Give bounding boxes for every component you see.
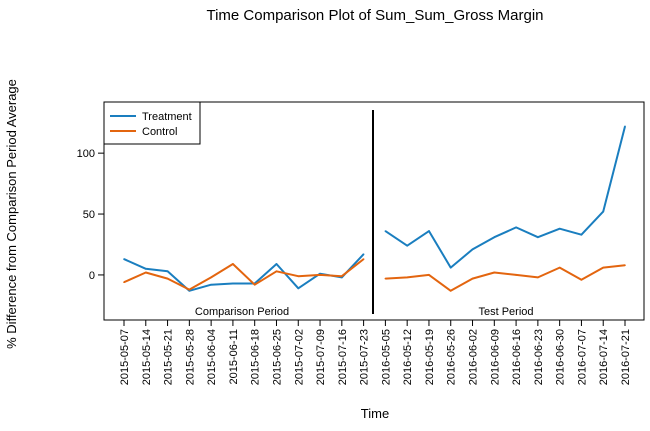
- data-point-control: [297, 275, 300, 277]
- x-tick-label: 2015-07-09: [315, 329, 327, 385]
- data-point-treatment: [537, 236, 539, 238]
- series-line-control-comparison: [123, 258, 365, 291]
- x-tick-label: 2016-06-16: [511, 329, 523, 385]
- legend-label-control: Control: [142, 126, 177, 138]
- x-tick-label: 2016-07-07: [576, 329, 588, 385]
- data-point-control: [341, 275, 343, 277]
- data-point-treatment: [362, 253, 365, 256]
- data-point-control: [515, 274, 517, 276]
- data-point-treatment: [558, 227, 561, 230]
- data-point-control: [384, 277, 387, 280]
- data-point-treatment: [297, 287, 300, 290]
- legend: Treatment Control: [103, 101, 201, 145]
- data-point-control: [319, 274, 321, 276]
- series-line-treatment-test: [384, 126, 626, 269]
- x-tick-label: 2016-05-19: [424, 329, 436, 385]
- x-tick-label: 2016-06-23: [533, 329, 545, 385]
- data-point-control: [428, 274, 430, 276]
- data-point-treatment: [210, 283, 212, 286]
- series-line-treatment-comparison: [123, 253, 365, 292]
- x-tick-label: 2016-06-09: [489, 329, 501, 385]
- data-point-treatment: [449, 266, 452, 269]
- data-point-treatment: [602, 210, 605, 213]
- x-axis: 2015-05-07 2015-05-14 2015-05-21 2015-05-28…: [119, 320, 632, 385]
- x-axis-label: Time: [361, 406, 389, 421]
- data-point-treatment: [580, 233, 583, 236]
- x-tick-label: 2015-05-07: [119, 329, 131, 385]
- chart-title: Time Comparison Plot of Sum_Sum_Gross Ma…: [206, 7, 543, 24]
- y-tick-label: 0: [89, 270, 95, 282]
- y-axis: 0 50 100: [77, 148, 104, 282]
- data-point-control: [537, 276, 539, 279]
- data-point-control: [602, 266, 605, 269]
- data-point-treatment: [493, 236, 496, 238]
- legend-box: [103, 101, 201, 145]
- data-point-control: [253, 283, 256, 286]
- data-point-control: [144, 271, 147, 274]
- x-tick-label: 2016-07-14: [598, 329, 610, 385]
- data-point-control: [624, 264, 626, 266]
- series-line-control-test: [385, 264, 626, 292]
- data-point-control: [275, 270, 278, 273]
- data-point-control: [123, 281, 125, 284]
- data-point-control: [188, 288, 191, 291]
- data-point-treatment: [166, 270, 169, 273]
- data-point-control: [471, 277, 474, 280]
- data-point-control: [406, 276, 408, 279]
- series-layer: [123, 125, 626, 292]
- data-point-treatment: [144, 268, 147, 270]
- x-tick-label: 2015-05-14: [141, 329, 153, 385]
- x-tick-label: 2015-06-04: [206, 329, 218, 385]
- data-point-control: [580, 279, 583, 281]
- data-point-treatment: [232, 282, 234, 285]
- data-point-control: [232, 263, 234, 265]
- legend-label-treatment: Treatment: [142, 111, 192, 123]
- x-tick-label: 2016-06-02: [468, 329, 480, 385]
- y-axis-label: % Difference from Comparison Period Aver…: [4, 79, 19, 349]
- data-point-treatment: [406, 244, 408, 247]
- data-point-treatment: [123, 258, 125, 260]
- data-point-treatment: [515, 226, 517, 229]
- x-tick-label: 2015-05-28: [184, 329, 196, 385]
- x-tick-label: 2016-05-26: [446, 329, 458, 385]
- data-point-treatment: [275, 263, 278, 265]
- x-tick-label: 2016-06-30: [555, 329, 567, 385]
- x-tick-label: 2015-06-11: [228, 329, 240, 384]
- data-point-control: [210, 276, 212, 279]
- data-point-treatment: [471, 248, 474, 251]
- x-tick-label: 2015-06-18: [250, 329, 262, 385]
- y-tick-label: 100: [77, 148, 95, 160]
- data-point-control: [558, 266, 561, 269]
- y-tick-label: 50: [83, 209, 95, 221]
- data-point-treatment: [428, 230, 430, 232]
- x-tick-label: 2015-07-16: [337, 329, 349, 385]
- data-point-treatment: [624, 125, 626, 128]
- data-point-control: [493, 271, 496, 274]
- x-tick-label: 2016-07-21: [620, 329, 632, 385]
- test-period-label: Test Period: [478, 306, 533, 318]
- data-point-control: [362, 258, 365, 260]
- x-tick-label: 2015-07-23: [359, 329, 371, 385]
- x-tick-label: 2015-06-25: [271, 329, 283, 385]
- x-tick-label: 2015-05-21: [163, 329, 175, 385]
- data-point-control: [449, 289, 452, 292]
- data-point-treatment: [384, 230, 387, 232]
- x-tick-label: 2015-07-02: [293, 329, 305, 385]
- plot-frame: [103, 101, 645, 321]
- x-tick-label: 2016-05-05: [380, 329, 392, 385]
- x-tick-label: 2016-05-12: [402, 329, 414, 385]
- comparison-period-label: Comparison Period: [195, 306, 289, 318]
- data-point-control: [166, 277, 169, 280]
